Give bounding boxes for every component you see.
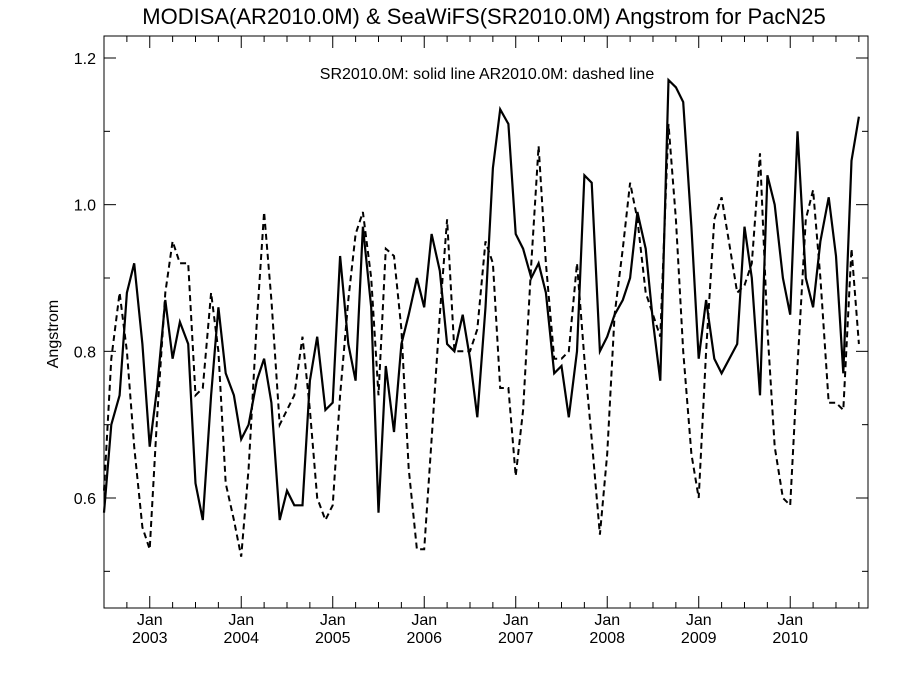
x-tick-month-label: Jan xyxy=(594,612,620,629)
x-tick-month-label: Jan xyxy=(777,612,803,629)
y-tick-label: 0.8 xyxy=(74,344,96,361)
x-tick-year-label: 2003 xyxy=(132,630,168,647)
x-tick-year-label: 2004 xyxy=(223,630,259,647)
x-tick-year-label: 2007 xyxy=(498,630,534,647)
x-tick-month-label: Jan xyxy=(320,612,346,629)
chart-title: MODISA(AR2010.0M) & SeaWiFS(SR2010.0M) A… xyxy=(142,4,825,29)
y-tick-label: 1.2 xyxy=(74,51,96,68)
x-tick-month-label: Jan xyxy=(503,612,529,629)
dashed-series-line xyxy=(103,123,860,557)
x-tick-month-label: Jan xyxy=(137,612,163,629)
y-tick-label: 1.0 xyxy=(74,198,96,215)
x-tick-month-label: Jan xyxy=(411,612,437,629)
x-tick-month-label: Jan xyxy=(228,612,254,629)
x-tick-year-label: 2010 xyxy=(772,630,808,647)
x-tick-year-label: 2006 xyxy=(406,630,442,647)
plot-area: 0.60.81.01.2Jan2003Jan2004Jan2005Jan2006… xyxy=(74,35,869,647)
x-tick-year-label: 2009 xyxy=(681,630,717,647)
solid-series-line xyxy=(102,77,860,521)
line-style-annotation: SR2010.0M: solid line AR2010.0M: dashed … xyxy=(320,66,655,83)
x-tick-year-label: 2005 xyxy=(315,630,351,647)
y-axis-label: Angstrom xyxy=(45,300,62,368)
x-tick-year-label: 2008 xyxy=(589,630,625,647)
plot-frame xyxy=(103,35,869,609)
y-tick-label: 0.6 xyxy=(74,491,96,508)
x-tick-month-label: Jan xyxy=(686,612,712,629)
